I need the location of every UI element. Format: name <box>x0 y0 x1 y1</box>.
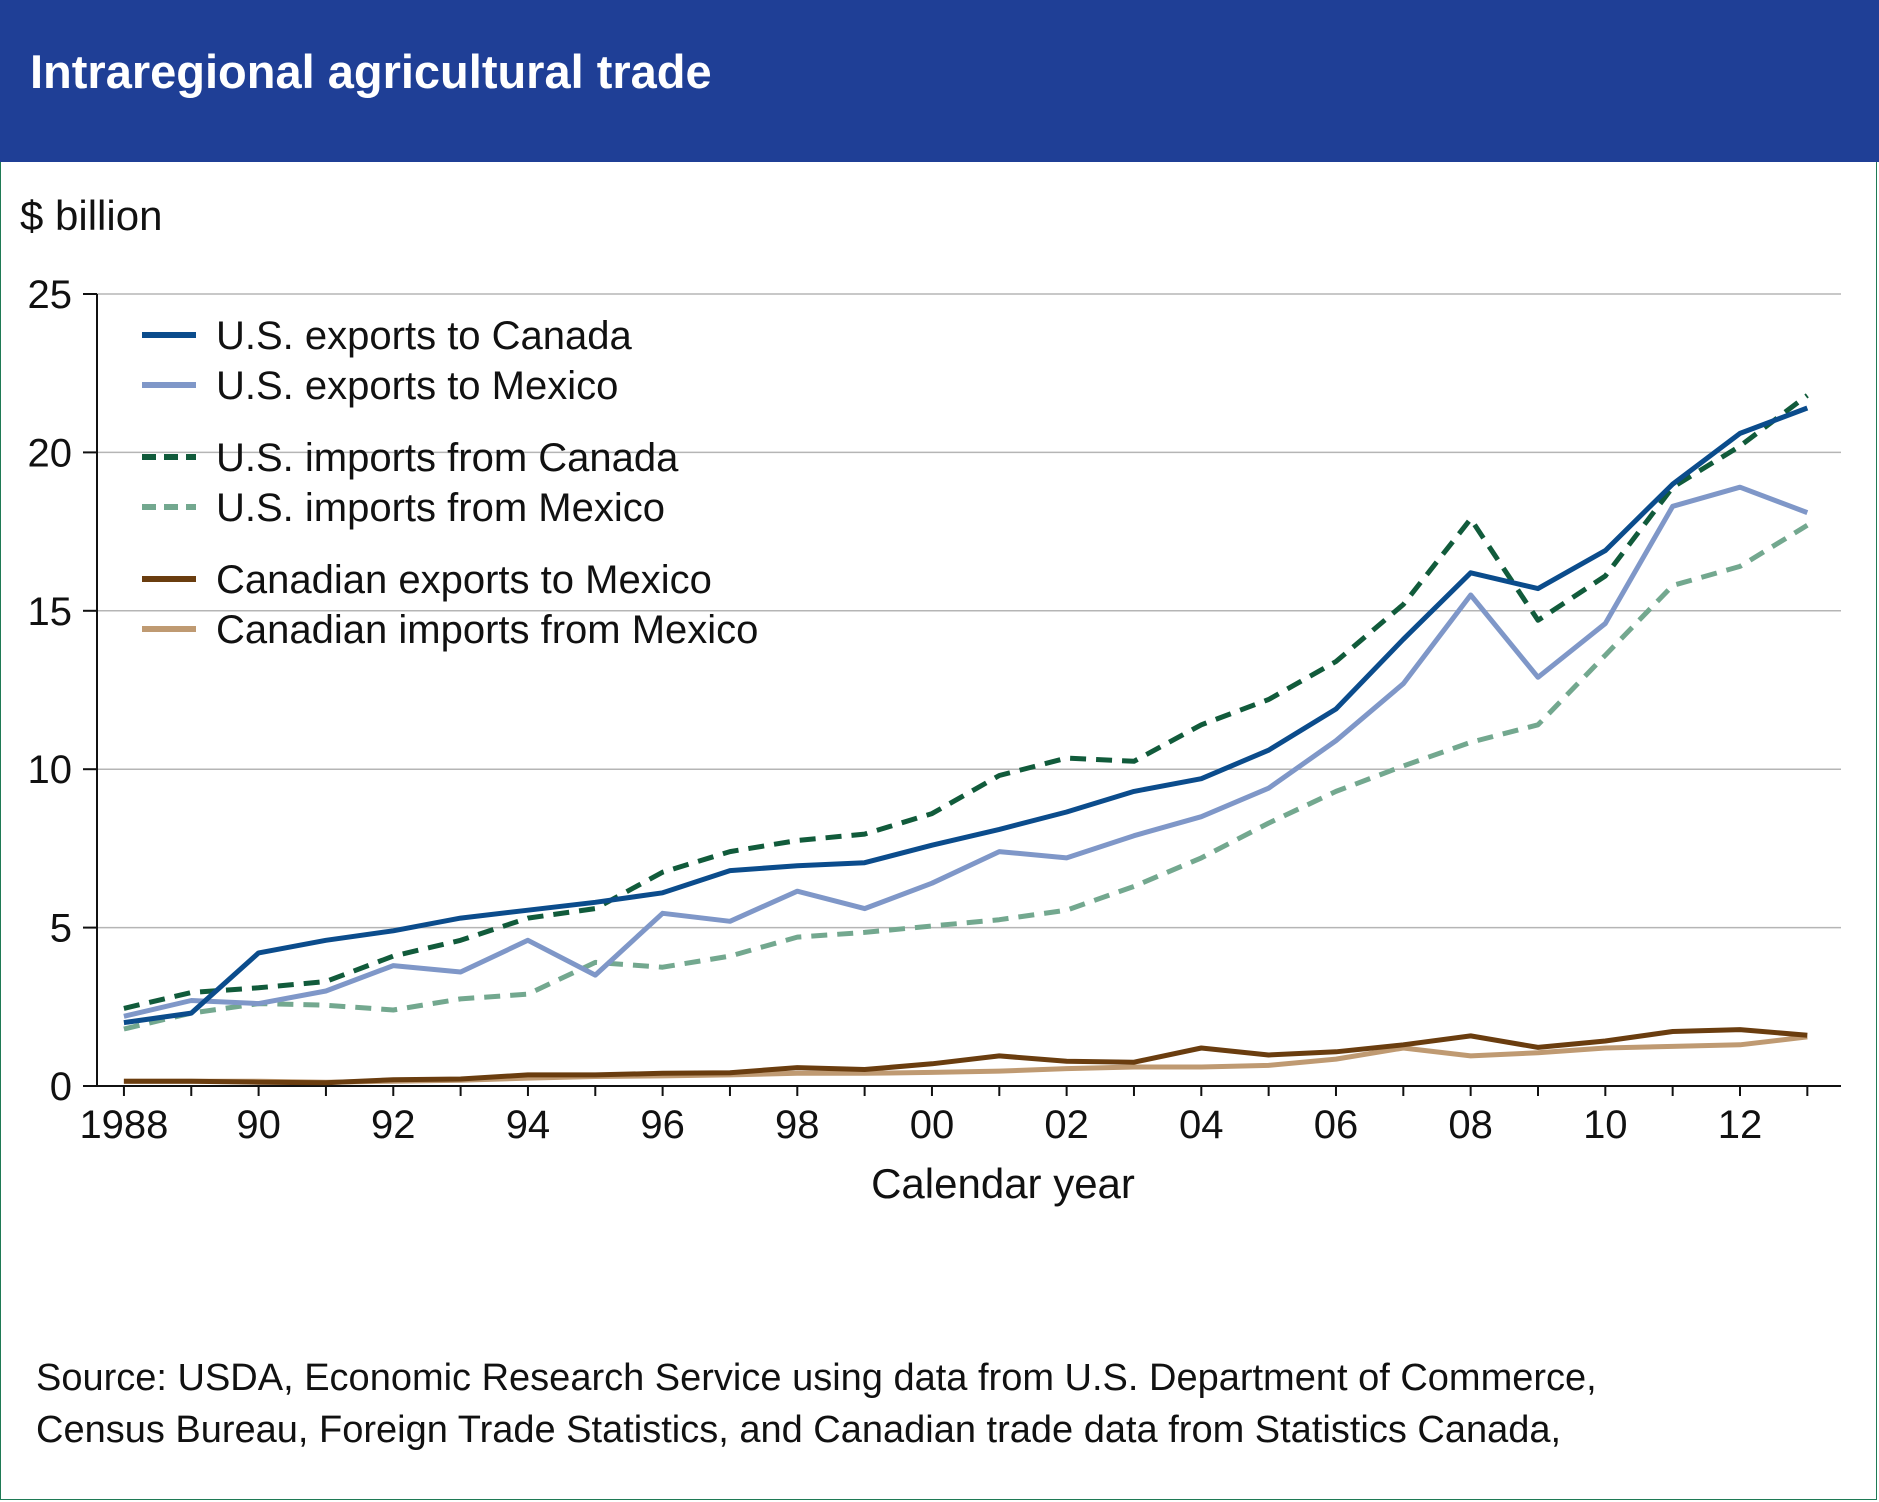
series-line-4 <box>123 1027 1808 1086</box>
legend-label: U.S. exports to Canada <box>216 314 633 358</box>
x-tick-label: 96 <box>640 1103 685 1147</box>
legend-label: U.S. exports to Mexico <box>216 364 618 408</box>
y-tick-label: 0 <box>50 1065 72 1109</box>
x-tick-label: 00 <box>910 1103 955 1147</box>
x-tick-label: 1988 <box>79 1103 168 1147</box>
legend-label: Canadian imports from Mexico <box>216 608 758 652</box>
x-tick-label: 02 <box>1044 1103 1089 1147</box>
legend: U.S. exports to Canada U.S. exports to Me… <box>142 314 758 652</box>
x-tick-label: 06 <box>1314 1103 1359 1147</box>
series-line-1 <box>123 484 1809 1019</box>
source-line: Census Bureau, Foreign Trade Statistics,… <box>36 1409 1562 1451</box>
x-tick-label: 10 <box>1583 1103 1628 1147</box>
legend-label: Canadian exports to Mexico <box>216 558 712 602</box>
series-line-0 <box>123 405 1809 1026</box>
x-tick-label: 08 <box>1448 1103 1493 1147</box>
legend-label: U.S. imports from Canada <box>216 436 679 480</box>
source-line: Source: USDA, Economic Research Service … <box>36 1357 1597 1399</box>
x-tick-label: 92 <box>371 1103 416 1147</box>
series-lines <box>123 393 1809 1086</box>
series-line-2 <box>123 393 1809 1011</box>
y-tick-label: 25 <box>28 273 73 317</box>
y-tick-label: 15 <box>28 590 73 634</box>
chart-title: Intraregional agricultural trade <box>30 45 712 98</box>
x-tick-label: 04 <box>1179 1103 1224 1147</box>
title-bar: Intraregional agricultural trade <box>0 0 1879 162</box>
x-tick-label: 90 <box>236 1103 281 1147</box>
x-axis-ticks: 1988 90 92 94 96 98 00 02 04 06 08 10 12 <box>79 1086 1809 1147</box>
legend-label: U.S. imports from Mexico <box>216 486 665 530</box>
y-axis-ticks: 0 5 10 15 20 25 <box>28 273 1841 1109</box>
y-tick-label: 5 <box>50 907 72 951</box>
y-tick-label: 10 <box>28 748 73 792</box>
y-tick-label: 20 <box>28 431 73 475</box>
x-tick-label: 94 <box>506 1103 551 1147</box>
source-note: Source: USDA, Economic Research Service … <box>36 1352 1866 1456</box>
y-axis-unit-label: $ billion <box>20 192 163 239</box>
x-axis-label: Calendar year <box>871 1160 1135 1207</box>
x-tick-label: 12 <box>1718 1103 1763 1147</box>
x-tick-label: 98 <box>775 1103 820 1147</box>
